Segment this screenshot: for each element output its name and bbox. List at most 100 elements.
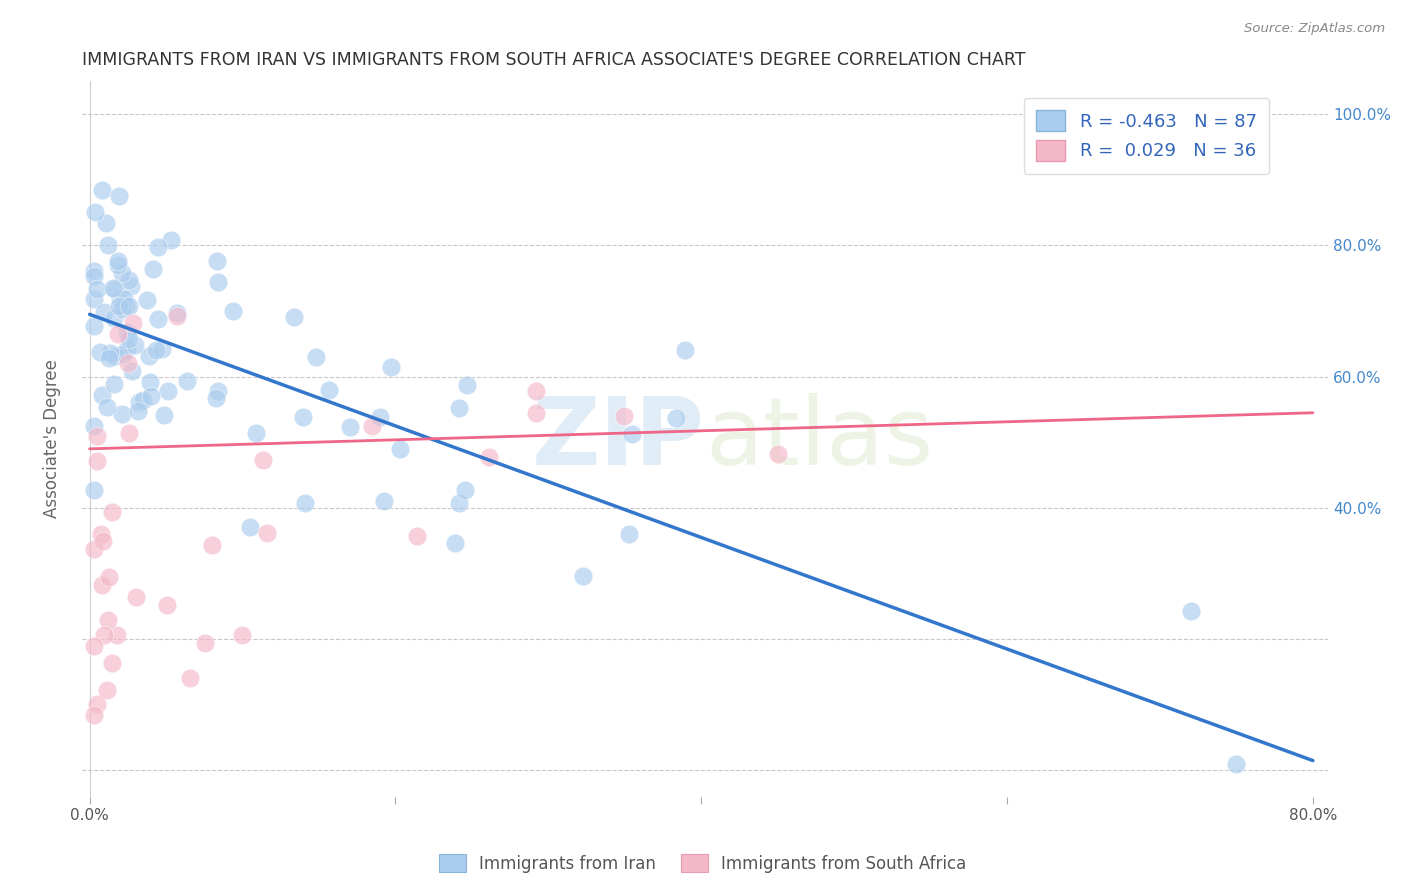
Point: [83, 419, 105, 434]
Point: [620, 427, 643, 442]
Point: [124, 338, 146, 352]
Point: [83, 640, 105, 654]
Point: [93, 628, 115, 642]
Point: [98, 570, 121, 584]
Point: [449, 496, 471, 510]
Point: [86, 428, 108, 442]
Point: [179, 672, 201, 686]
Point: [665, 411, 688, 425]
Point: [96, 682, 118, 697]
Point: [305, 350, 328, 364]
Point: [96, 216, 118, 230]
Point: [139, 375, 162, 389]
Point: [205, 391, 228, 405]
Point: [444, 536, 467, 550]
Point: [93, 305, 115, 319]
Point: [456, 377, 478, 392]
Legend: R = -0.463   N = 87, R =  0.029   N = 36: R = -0.463 N = 87, R = 0.029 N = 36: [1024, 97, 1270, 174]
Point: [104, 350, 127, 364]
Point: [613, 409, 636, 424]
Point: [524, 384, 547, 398]
Point: [110, 292, 132, 306]
Point: [245, 426, 267, 441]
Point: [283, 310, 305, 325]
Point: [86, 454, 108, 468]
Point: [373, 494, 395, 508]
Point: [101, 281, 124, 295]
Point: [239, 519, 262, 533]
Point: [142, 262, 165, 277]
Point: [156, 384, 179, 398]
Point: [572, 569, 595, 583]
Point: [91, 183, 114, 197]
Point: [107, 327, 129, 342]
Point: [339, 420, 361, 434]
Point: [526, 406, 548, 420]
Point: [139, 389, 162, 403]
Point: [478, 450, 501, 464]
Point: [291, 410, 314, 425]
Point: [98, 346, 121, 360]
Point: [231, 628, 253, 642]
Point: [318, 383, 340, 397]
Point: [96, 400, 118, 414]
Point: [83, 318, 105, 333]
Point: [103, 310, 125, 325]
Point: [222, 304, 245, 318]
Point: [118, 426, 141, 441]
Point: [122, 316, 145, 330]
Point: [166, 310, 188, 324]
Point: [114, 299, 136, 313]
Point: [90, 578, 112, 592]
Point: [201, 538, 224, 552]
Point: [111, 407, 134, 421]
Legend: Immigrants from Iran, Immigrants from South Africa: Immigrants from Iran, Immigrants from So…: [433, 847, 973, 880]
Point: [107, 258, 129, 272]
Y-axis label: Associate's Degree: Associate's Degree: [44, 359, 60, 518]
Point: [108, 299, 131, 313]
Point: [112, 347, 135, 361]
Point: [107, 253, 129, 268]
Point: [111, 301, 134, 316]
Point: [83, 293, 105, 307]
Point: [128, 394, 150, 409]
Point: [97, 613, 120, 627]
Point: [150, 342, 173, 356]
Point: [86, 282, 108, 296]
Point: [111, 266, 134, 280]
Point: [90, 527, 112, 541]
Point: [176, 374, 198, 388]
Point: [127, 404, 149, 418]
Point: [112, 292, 135, 306]
Point: [83, 541, 105, 556]
Point: [146, 240, 169, 254]
Point: [207, 275, 229, 289]
Point: [90, 388, 112, 402]
Point: [115, 325, 138, 339]
Point: [673, 343, 696, 358]
Text: Source: ZipAtlas.com: Source: ZipAtlas.com: [1244, 22, 1385, 36]
Point: [120, 279, 142, 293]
Point: [108, 189, 131, 203]
Point: [256, 526, 278, 541]
Point: [83, 268, 105, 283]
Point: [91, 533, 114, 548]
Point: [617, 526, 640, 541]
Point: [115, 342, 138, 356]
Point: [105, 628, 128, 642]
Point: [101, 505, 124, 519]
Point: [132, 393, 155, 408]
Point: [159, 233, 181, 247]
Point: [207, 384, 229, 399]
Point: [205, 253, 228, 268]
Point: [103, 281, 125, 295]
Point: [83, 483, 105, 497]
Point: [447, 401, 470, 415]
Point: [125, 590, 148, 604]
Point: [1225, 756, 1247, 771]
Point: [380, 360, 402, 375]
Point: [98, 351, 121, 366]
Point: [194, 636, 217, 650]
Point: [103, 377, 125, 392]
Point: [1180, 604, 1202, 618]
